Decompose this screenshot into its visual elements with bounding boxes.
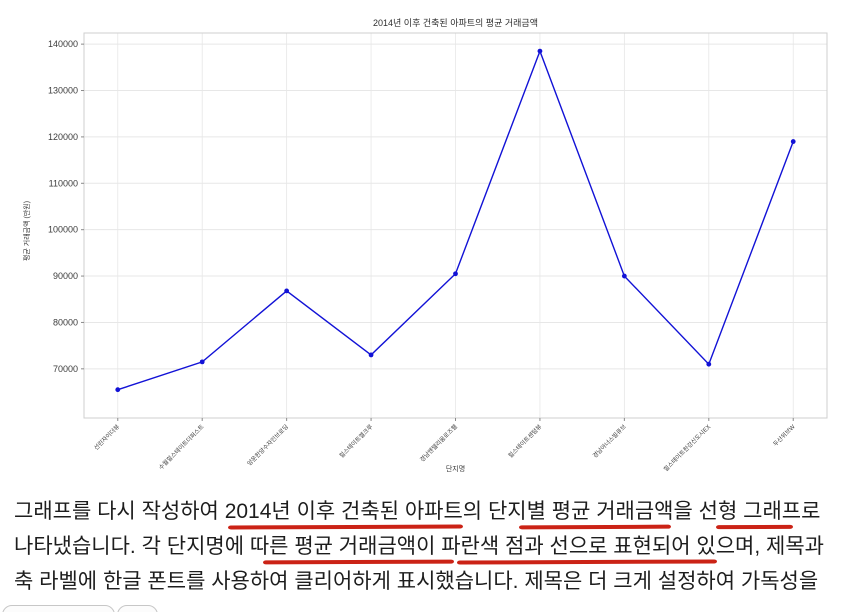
data-point [621, 273, 627, 279]
x-tick-label: 힐스테이트센텀뷰 [506, 422, 543, 459]
red-underline [518, 524, 672, 530]
y-tick-label: 140000 [48, 39, 78, 49]
y-tick-label: 70000 [53, 364, 78, 374]
data-point [115, 387, 121, 393]
chart-title: 2014년 이후 건축된 아파트의 평균 거래금액 [372, 18, 538, 28]
x-tick-label: 경남아너스빌큐브 [591, 422, 628, 459]
data-point [706, 361, 712, 367]
data-point [284, 288, 290, 294]
plot-area: 70000 80000 90000 100000 110000 120000 130000 1… [48, 32, 828, 473]
action-button-cutoff-2[interactable] [117, 605, 158, 612]
data-point [368, 352, 374, 358]
y-tick-label: 120000 [48, 132, 78, 142]
message-line-2: 나타냈습니다. 각 단지명에 따른 평균 거래금액이 파란색 점과 선으로 표현… [14, 535, 825, 558]
y-tick-label: 100000 [48, 225, 78, 235]
data-point [537, 48, 543, 54]
y-tick-label: 130000 [48, 86, 78, 96]
red-underline [715, 524, 794, 530]
message-line-3: 축 라벨에 한글 폰트를 사용하여 클리어하게 표시했습니다. 제목은 더 크게… [14, 570, 819, 593]
line-chart-figure: 70000 80000 90000 100000 110000 120000 130000 1… [24, 18, 828, 474]
data-point [199, 359, 205, 365]
y-tick-label: 90000 [53, 271, 78, 281]
data-point [790, 139, 796, 144]
red-underline [227, 524, 464, 530]
action-button-cutoff-1[interactable] [2, 605, 115, 612]
x-tick-label: 양운한양수자인브로딩 [245, 423, 290, 468]
data-point [453, 271, 458, 277]
red-underline [456, 559, 718, 565]
x-axis-label: 단지명 [445, 466, 466, 473]
x-tick-label: 경남엔텔리움로즈웰 [418, 422, 459, 463]
y-tick-label: 110000 [49, 178, 78, 188]
x-tick-label: 두산위브W [771, 423, 797, 449]
x-tick-label: 선린자이더뷰 [92, 422, 121, 451]
x-tick-label: 힐스테이트엘크루 [338, 422, 375, 459]
y-axis-label: 평균 거래금액 (만원) [24, 200, 31, 262]
y-tick-label: 80000 [53, 317, 78, 327]
message-line-1: 그래프를 다시 작성하여 2014년 이후 건축된 아파트의 단지별 평균 거래… [14, 500, 821, 523]
red-underline [262, 559, 455, 565]
